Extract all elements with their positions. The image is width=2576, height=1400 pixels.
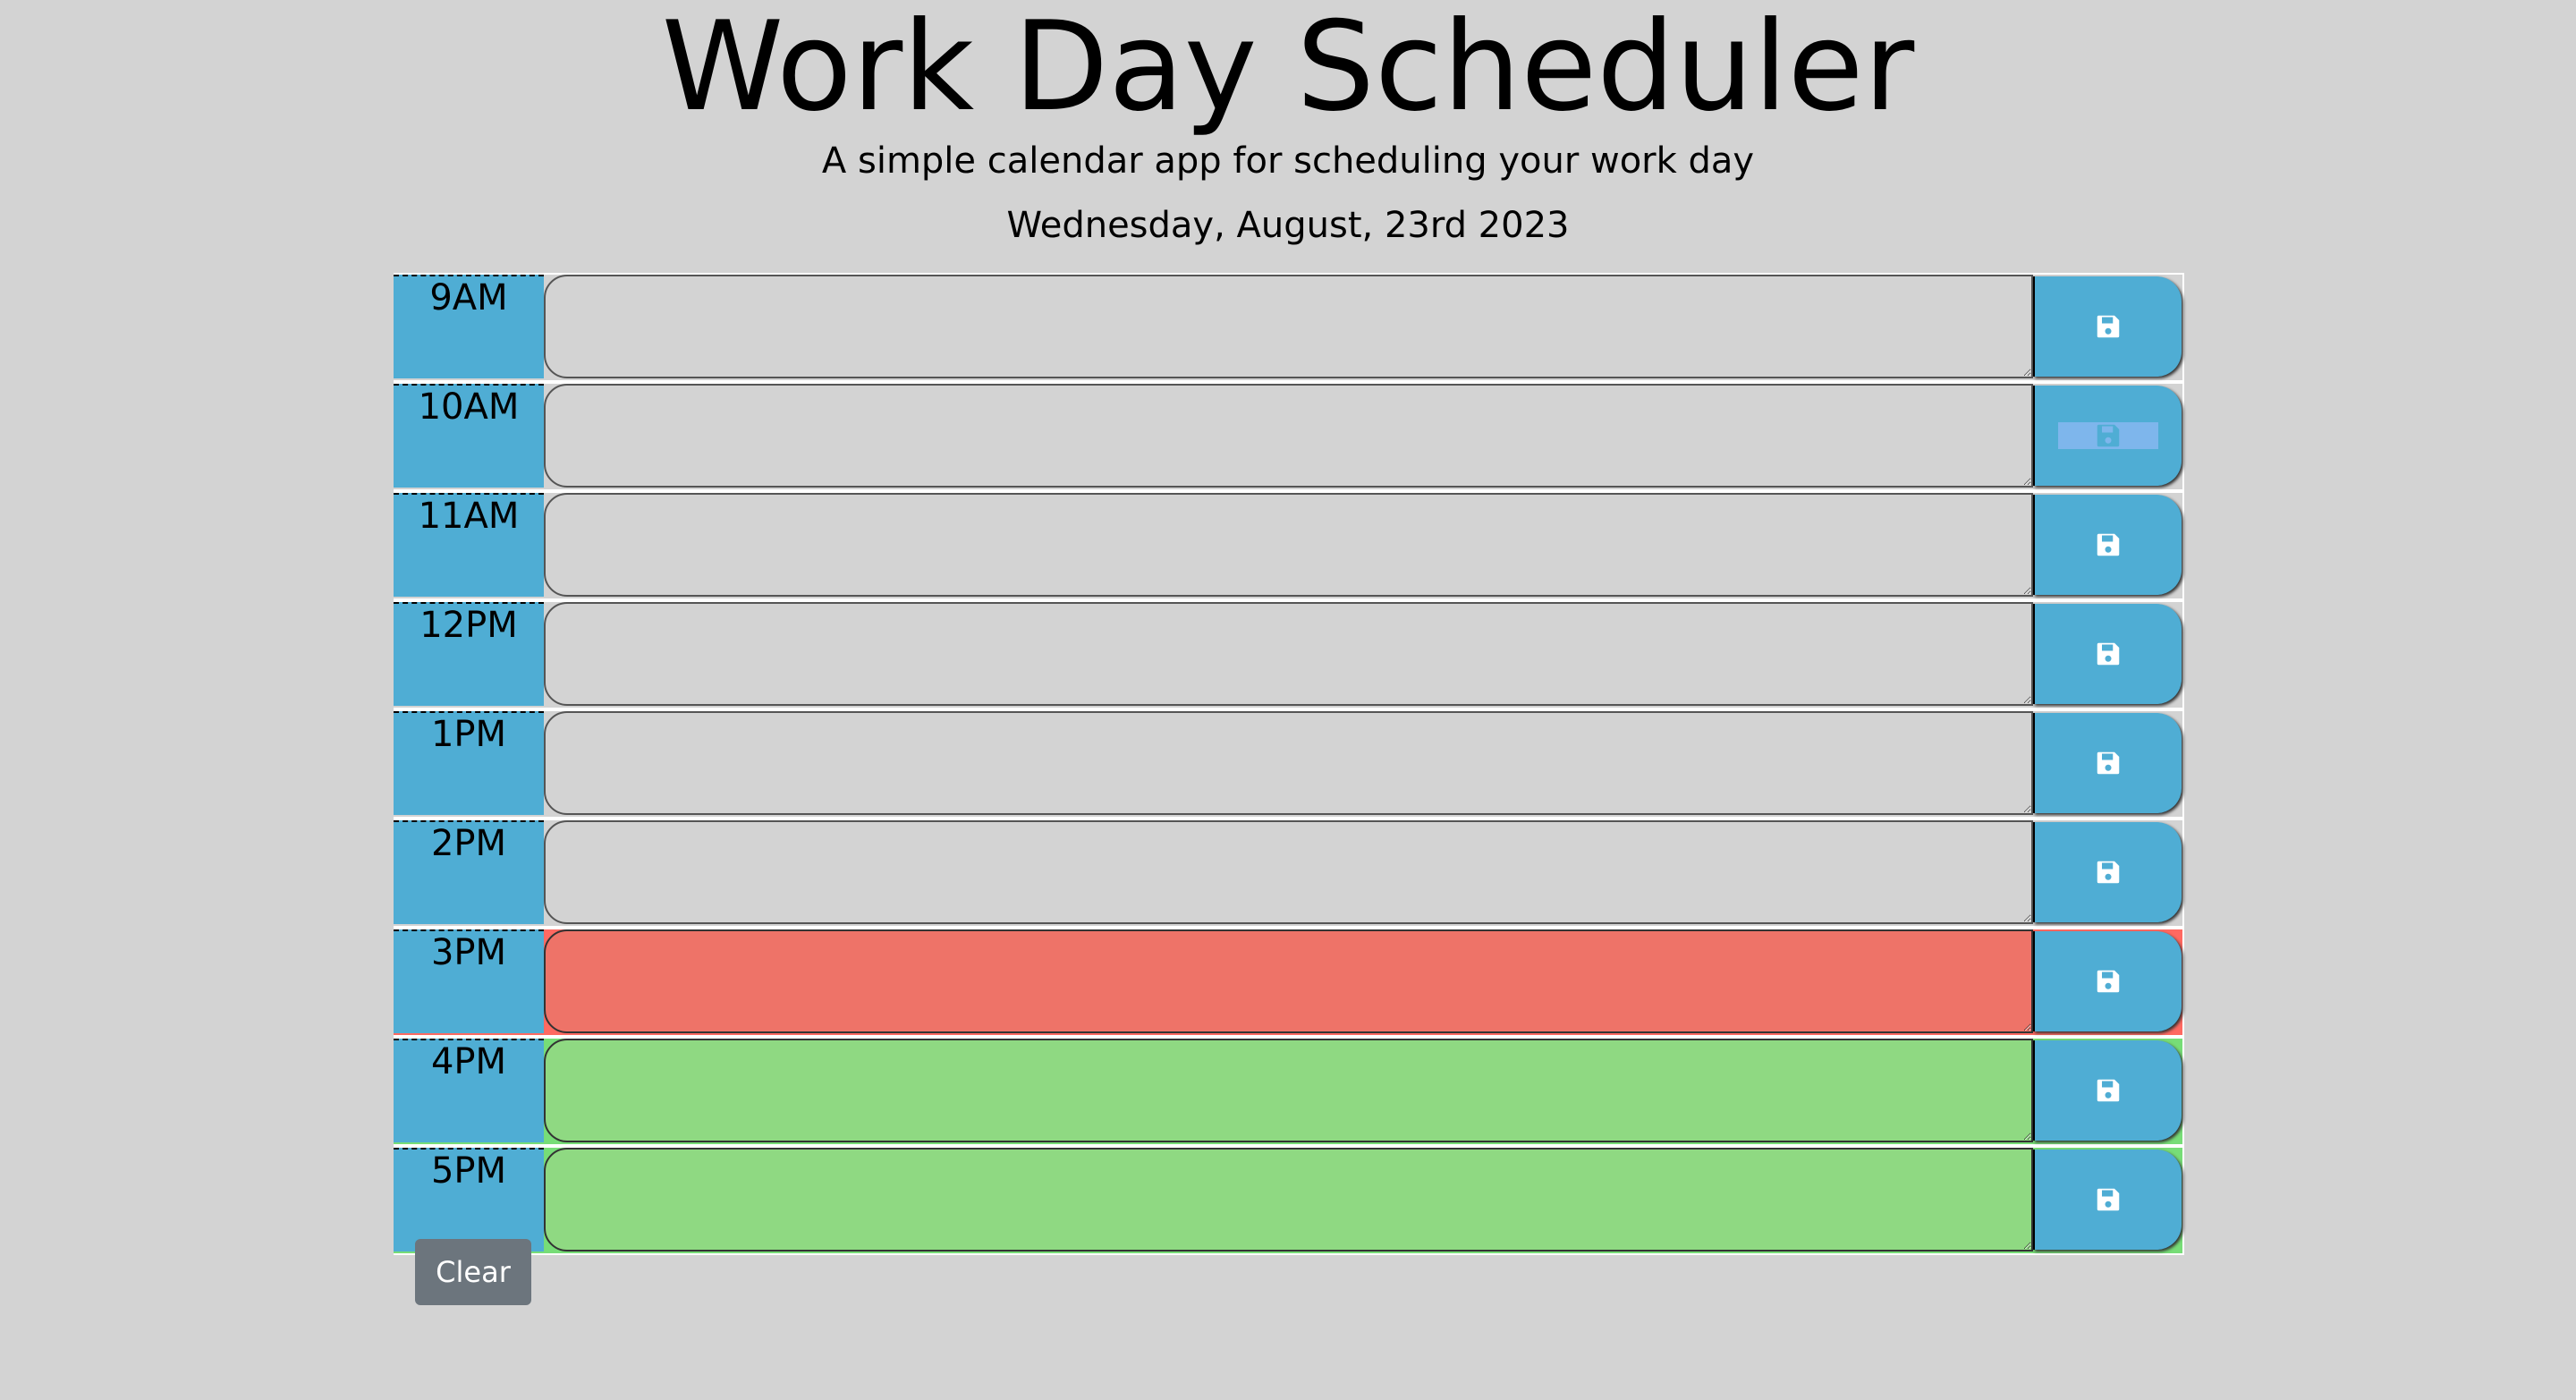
hour-label: 3PM [394, 929, 544, 1033]
floppy-disk-icon [2097, 424, 2120, 447]
event-description-input[interactable] [544, 275, 2033, 378]
timeblock-row-11am: 11AM [394, 491, 2182, 600]
timeblock-row-2pm: 2PM [394, 819, 2182, 928]
focus-highlight [2058, 422, 2158, 449]
save-button[interactable] [2033, 386, 2182, 486]
save-button[interactable] [2033, 495, 2182, 595]
hour-label: 12PM [394, 602, 544, 706]
floppy-disk-icon [2097, 642, 2120, 666]
timeblock-row-10am: 10AM [394, 382, 2182, 491]
event-description-input[interactable] [544, 602, 2033, 706]
save-button[interactable] [2033, 1040, 2182, 1141]
hour-label: 11AM [394, 493, 544, 597]
floppy-disk-icon [2097, 533, 2120, 556]
floppy-disk-icon [2097, 315, 2120, 338]
event-description-input[interactable] [544, 493, 2033, 597]
save-button[interactable] [2033, 713, 2182, 813]
hour-label: 2PM [394, 820, 544, 924]
hour-label: 4PM [394, 1039, 544, 1142]
timeblock-list: 9AM 10AM 11AM 12PM 1PM [394, 273, 2184, 1255]
hour-label: 1PM [394, 711, 544, 815]
timeblock-row-3pm: 3PM [394, 928, 2182, 1037]
page-title: Work Day Scheduler [661, 0, 1915, 139]
save-button[interactable] [2033, 822, 2182, 922]
save-button[interactable] [2033, 604, 2182, 704]
event-description-input[interactable] [544, 384, 2033, 488]
timeblock-row-5pm: 5PM [394, 1146, 2182, 1255]
save-button[interactable] [2033, 1150, 2182, 1250]
current-date: Wednesday, August, 23rd 2023 [1006, 205, 1570, 246]
hour-label: 5PM [394, 1148, 544, 1252]
event-description-input[interactable] [544, 820, 2033, 924]
event-description-input[interactable] [544, 711, 2033, 815]
page-subtitle: A simple calendar app for scheduling you… [821, 140, 1755, 182]
timeblock-row-9am: 9AM [394, 273, 2182, 382]
save-button[interactable] [2033, 276, 2182, 377]
floppy-disk-icon [2097, 751, 2120, 775]
floppy-disk-icon [2097, 1079, 2120, 1102]
floppy-disk-icon [2097, 861, 2120, 884]
hour-label: 9AM [394, 275, 544, 378]
floppy-disk-icon [2097, 970, 2120, 993]
hour-label: 10AM [394, 384, 544, 488]
timeblock-row-1pm: 1PM [394, 709, 2182, 819]
clear-button[interactable]: Clear [415, 1239, 531, 1305]
timeblock-row-4pm: 4PM [394, 1037, 2182, 1146]
save-button[interactable] [2033, 931, 2182, 1031]
event-description-input[interactable] [544, 1039, 2033, 1142]
event-description-input[interactable] [544, 1148, 2033, 1252]
timeblock-row-12pm: 12PM [394, 600, 2182, 709]
floppy-disk-icon [2097, 1188, 2120, 1211]
event-description-input[interactable] [544, 929, 2033, 1033]
